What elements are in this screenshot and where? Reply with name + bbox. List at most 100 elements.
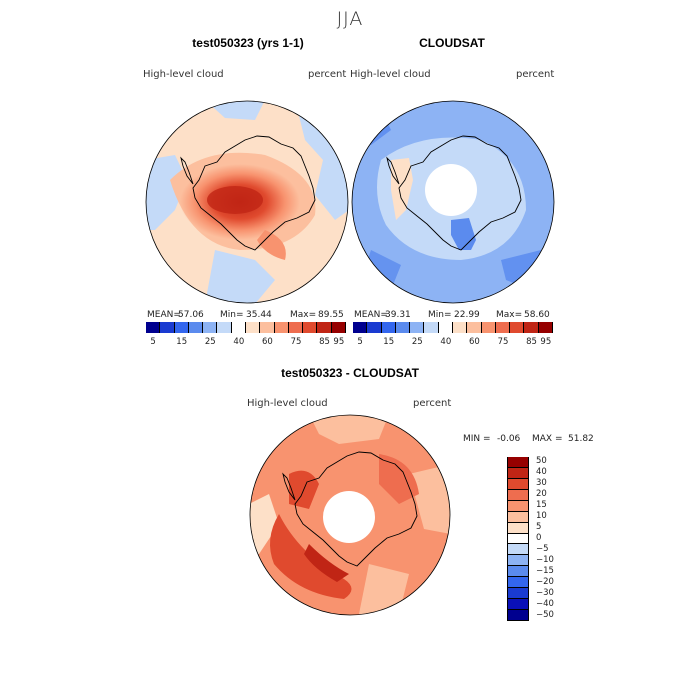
colorbar-swatch [381,322,396,333]
colorbar-swatch [508,577,528,589]
colorbar-tick-label: 95 [333,337,345,347]
colorbar-tick-label: 20 [536,489,547,500]
colorbar-tick-label: 15 [176,337,188,347]
colorbar-tick-label: 5 [357,337,363,347]
colorbar-tick-label: 25 [411,337,423,347]
colorbar-swatch [538,322,553,333]
colorbar-tick-label: 75 [497,337,509,347]
colorbar-tick-label: 40 [440,337,452,347]
colorbar-tick-label: 85 [526,337,537,347]
obs-units-label: percent [516,69,555,80]
model-panel-title: test050323 (yrs 1-1) [192,36,304,50]
model-antarctica-coastline [180,135,316,251]
colorbar-tick-label: 60 [262,337,273,347]
colorbar-swatch [146,322,161,333]
colorbar-swatch [231,322,246,333]
colorbar-tick-label: 0 [536,533,542,543]
colorbar-swatch [174,322,189,333]
colorbar-swatch [203,322,218,333]
model-blue-region-south [205,250,275,303]
colorbar-tick-label: 10 [536,511,547,522]
colorbar-swatch [508,533,528,545]
obs-variable-label: High-level cloud [350,69,431,80]
colorbar-swatch [508,467,528,479]
colorbar-swatch [508,588,528,600]
diff-polar-missing-data [323,491,375,543]
diff-max-label: MAX = [532,434,563,444]
diff-light-patch-d [359,564,409,614]
colorbar-tick-label: −30 [536,587,554,598]
diff-polar-map [249,414,451,616]
diff-light-patch-c [250,494,279,554]
colorbar-tick-label: 75 [290,337,302,347]
colorbar-swatch [288,322,304,333]
colorbar-swatch [510,322,525,333]
diff-darkest-region [304,544,349,582]
colorbar-tick-label: −50 [536,609,554,620]
model-min-value: 35.44 [246,310,272,320]
colorbar-swatch [467,322,482,333]
colorbar-swatch [508,555,528,567]
colorbar-tick-label: −20 [536,576,554,587]
colorbar-tick-label: 95 [540,337,552,347]
obs-polar-missing-data [425,164,477,216]
colorbar-swatch [274,322,289,333]
model-blue-region-west [146,155,187,230]
colorbar-swatch [508,489,528,501]
colorbar-tick-label: −5 [536,543,549,554]
colorbar-tick-label: 15 [536,500,547,511]
colorbar-swatch [508,457,528,468]
colorbar-tick-label: −40 [536,598,554,609]
diff-orange-ne [379,454,419,504]
model-units-label: percent [308,69,347,80]
colorbar-swatch [438,322,453,333]
obs-mean-label: MEAN= [354,310,388,320]
colorbar-swatch [353,322,368,333]
model-max-label: Max= [290,310,317,320]
colorbar-swatch [260,322,275,333]
model-mean-label: MEAN= [147,310,181,320]
obs-antarctica-coastline [386,135,522,251]
model-red-core [207,186,263,214]
diff-variable-label: High-level cloud [247,398,328,409]
obs-min-value: 22.99 [454,310,480,320]
model-variable-label: High-level cloud [143,69,224,80]
diff-light-patch-a [309,415,389,444]
colorbar-tick-label: 50 [536,456,547,467]
diff-units-label: percent [413,398,452,409]
colorbar-tick-label: −10 [536,554,554,565]
colorbar-swatch [188,322,204,333]
model-polar-map [145,100,349,304]
colorbar-tick-label: 15 [383,337,395,347]
model-min-label: Min= [220,310,244,320]
colorbar-tick-label: −15 [536,565,554,576]
colorbar-tick-label: 5 [150,337,156,347]
colorbar-swatch [395,322,411,333]
colorbar-swatch [481,322,496,333]
colorbar-tick-label: 5 [536,522,542,533]
colorbar-swatch [508,522,528,534]
obs-max-value: 58.60 [524,310,550,320]
diff-max-value: 51.82 [568,434,594,444]
diff-panel-title: test050323 - CLOUDSAT [281,366,419,380]
colorbar-swatch [495,322,511,333]
season-title: JJA [336,8,364,30]
colorbar-swatch [508,500,528,512]
colorbar-swatch [508,566,528,578]
colorbar-swatch [508,511,528,523]
obs-dark-blue-streak [451,218,476,250]
colorbar-tick-label: 30 [536,478,547,489]
colorbar-swatch [508,478,528,490]
colorbar-swatch [160,322,175,333]
colorbar-swatch [508,610,528,621]
obs-colorbar [353,322,553,333]
colorbar-swatch [410,322,425,333]
model-orange-patch-se [257,230,286,260]
diff-colorbar [507,457,529,621]
colorbar-tick-label: 25 [204,337,216,347]
colorbar-swatch [508,544,528,556]
model-colorbar [146,322,346,333]
diff-min-value: -0.06 [497,434,521,444]
colorbar-swatch [508,599,528,611]
